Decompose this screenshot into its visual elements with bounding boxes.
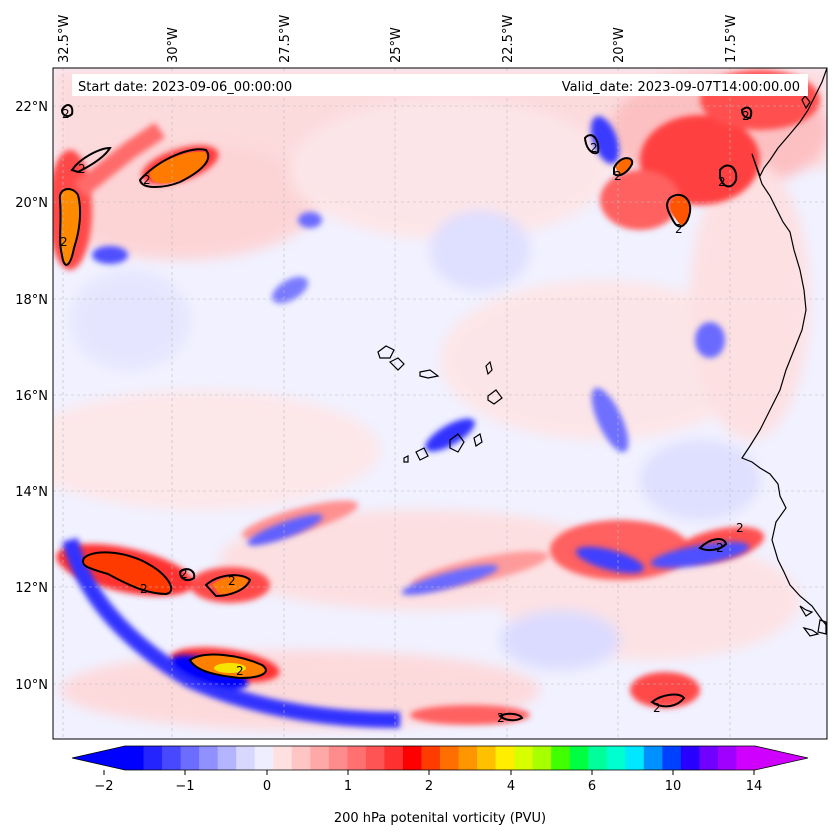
latitude-ticks: 22°N 20°N 18°N 16°N 14°N 12°N 10°N bbox=[15, 100, 48, 693]
svg-text:2: 2 bbox=[675, 222, 683, 236]
cape-verde-islands bbox=[377, 345, 503, 463]
lon-tick: 17.5°W bbox=[724, 15, 739, 63]
colorbar-swatch bbox=[680, 746, 700, 770]
colorbar-tick-label: 1 bbox=[344, 779, 352, 794]
lon-tick: 22.5°W bbox=[501, 15, 516, 63]
lon-tick: 32.5°W bbox=[57, 15, 72, 63]
colorbar-swatch bbox=[477, 746, 497, 770]
colorbar-tick-label: 14 bbox=[746, 779, 763, 794]
colorbar-swatch bbox=[143, 746, 163, 770]
colorbar-tick-label: 2 bbox=[425, 779, 433, 794]
colorbar-swatch bbox=[532, 746, 552, 770]
svg-text:2: 2 bbox=[736, 521, 744, 535]
header-box bbox=[72, 74, 808, 96]
colorbar-swatch bbox=[180, 746, 200, 770]
colorbar-swatch bbox=[273, 746, 293, 770]
colorbar-tick-label: 0 bbox=[263, 779, 271, 794]
colorbar-swatch bbox=[495, 746, 515, 770]
colorbar-swatch bbox=[199, 746, 219, 770]
lon-tick: 27.5°W bbox=[278, 15, 293, 63]
colorbar-swatch bbox=[606, 746, 626, 770]
svg-text:2: 2 bbox=[718, 175, 726, 189]
colorbar-swatch bbox=[588, 746, 608, 770]
colorbar-swatch bbox=[236, 746, 256, 770]
colorbar-ticks: −2 −1 0 1 2 4 6 10 14 bbox=[94, 770, 762, 794]
colorbar-over-arrow bbox=[755, 746, 808, 770]
colorbar-under-arrow bbox=[72, 746, 125, 770]
colorbar-tick-label: 10 bbox=[665, 779, 682, 794]
pv-field: 2 2 2 2 2 2 2 2 2 2 2 2 2 2 2 2 2 bbox=[53, 68, 827, 739]
colorbar-swatch bbox=[643, 746, 663, 770]
colorbar-tick-label: −2 bbox=[94, 779, 113, 794]
svg-text:2: 2 bbox=[140, 582, 148, 596]
colorbar-swatch bbox=[569, 746, 589, 770]
colorbar-swatch bbox=[254, 746, 274, 770]
svg-text:2: 2 bbox=[497, 711, 505, 725]
lat-tick: 18°N bbox=[15, 293, 48, 308]
svg-text:2: 2 bbox=[716, 541, 724, 555]
svg-text:2: 2 bbox=[60, 235, 68, 249]
colorbar-outline bbox=[71, 745, 809, 771]
colorbar-swatch bbox=[217, 746, 237, 770]
colorbar-swatch bbox=[402, 746, 422, 770]
svg-text:2: 2 bbox=[742, 109, 750, 123]
contour-labels: 2 2 2 2 2 2 2 2 2 2 2 2 2 2 2 2 2 bbox=[60, 107, 750, 725]
svg-text:2: 2 bbox=[653, 701, 661, 715]
lat-tick: 16°N bbox=[15, 389, 48, 404]
colorbar-swatch bbox=[328, 746, 348, 770]
lat-tick: 12°N bbox=[15, 581, 48, 596]
colorbar-label: 200 hPa potenital vorticity (PVU) bbox=[334, 811, 546, 826]
svg-text:2: 2 bbox=[236, 664, 244, 678]
colorbar-swatch bbox=[458, 746, 478, 770]
svg-text:2: 2 bbox=[78, 162, 86, 176]
valid-date-label: Valid_date: 2023-09-07T14:00:00.00 bbox=[562, 80, 800, 95]
colorbar-tick-label: 6 bbox=[588, 779, 596, 794]
svg-text:2: 2 bbox=[180, 567, 188, 581]
map-frame bbox=[52, 67, 828, 740]
colorbar-swatch bbox=[662, 746, 682, 770]
colorbar-swatch bbox=[551, 746, 571, 770]
lat-tick: 22°N bbox=[15, 100, 48, 115]
pv-2-contours bbox=[58, 104, 753, 722]
lat-tick: 10°N bbox=[15, 678, 48, 693]
lat-tick: 20°N bbox=[15, 196, 48, 211]
colorbar-swatch bbox=[625, 746, 645, 770]
colorbar-swatch bbox=[514, 746, 534, 770]
svg-text:2: 2 bbox=[62, 107, 70, 121]
lon-tick: 30°W bbox=[166, 27, 181, 63]
colorbar-swatch bbox=[736, 746, 756, 770]
colorbar-swatch bbox=[384, 746, 404, 770]
colorbar-swatch bbox=[717, 746, 737, 770]
colorbar-swatch bbox=[291, 746, 311, 770]
colorbar-swatch bbox=[310, 746, 330, 770]
longitude-ticks: 32.5°W 30°W 27.5°W 25°W 22.5°W 20°W 17.5… bbox=[57, 15, 739, 63]
start-date-label: Start date: 2023-09-06_00:00:00 bbox=[78, 80, 292, 95]
svg-text:2: 2 bbox=[228, 574, 236, 588]
colorbar-swatch bbox=[125, 746, 145, 770]
coastline bbox=[741, 68, 827, 637]
colorbar-swatch bbox=[162, 746, 182, 770]
lon-tick: 25°W bbox=[389, 27, 404, 63]
colorbar-tick-label: 4 bbox=[507, 779, 515, 794]
colorbar-swatch bbox=[440, 746, 460, 770]
colorbar-swatch bbox=[365, 746, 385, 770]
colorbar-swatch bbox=[347, 746, 367, 770]
svg-text:2: 2 bbox=[590, 141, 598, 155]
colorbar-swatch bbox=[421, 746, 441, 770]
colorbar bbox=[71, 745, 809, 771]
svg-text:2: 2 bbox=[143, 173, 151, 187]
lon-tick: 20°W bbox=[612, 27, 627, 63]
colorbar-tick-label: −1 bbox=[175, 779, 194, 794]
colorbar-swatch bbox=[699, 746, 719, 770]
lat-tick: 14°N bbox=[15, 485, 48, 500]
svg-text:2: 2 bbox=[614, 169, 622, 183]
